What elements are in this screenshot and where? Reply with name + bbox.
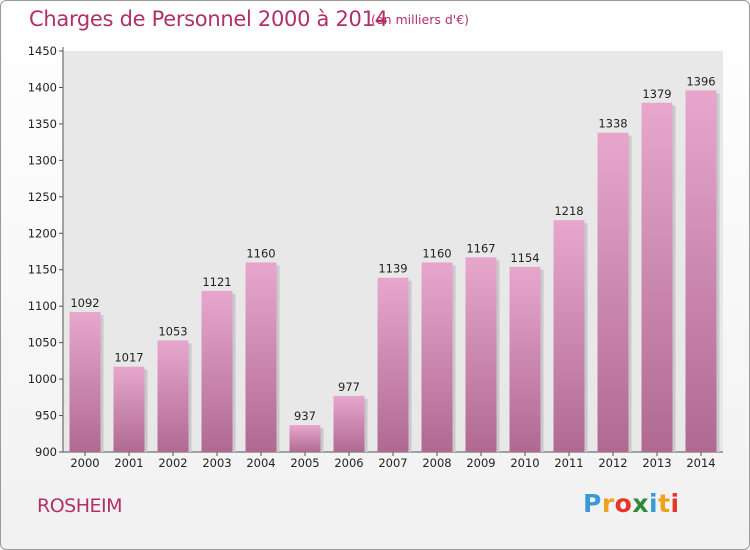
proxiti-logo: Proxiti <box>583 489 680 518</box>
x-tick-label: 2009 <box>466 456 495 470</box>
bar <box>597 132 629 452</box>
x-tick-label: 2012 <box>598 456 627 470</box>
y-tick-label: 1200 <box>28 226 57 240</box>
x-tick-label: 2001 <box>114 456 143 470</box>
logo-letter: r <box>601 489 615 518</box>
y-tick-label: 1100 <box>28 299 57 313</box>
y-tick-label: 1300 <box>28 153 57 167</box>
x-tick-label: 2008 <box>422 456 451 470</box>
x-tick-label: 2006 <box>334 456 363 470</box>
x-tick-label: 2000 <box>70 456 99 470</box>
bar <box>685 90 717 452</box>
y-tick-label: 1250 <box>28 190 57 204</box>
data-label: 1017 <box>114 351 143 365</box>
logo-letter: t <box>658 489 671 518</box>
data-label: 1167 <box>466 241 495 255</box>
bar <box>69 312 101 452</box>
y-tick-label: 1350 <box>28 117 57 131</box>
data-label: 1338 <box>598 117 627 131</box>
data-label: 1121 <box>202 275 231 289</box>
data-label: 1218 <box>554 204 583 218</box>
logo-letter: P <box>583 489 602 518</box>
y-tick-label: 1050 <box>28 336 57 350</box>
x-tick-label: 2007 <box>378 456 407 470</box>
bar <box>377 277 409 452</box>
bar <box>113 366 145 452</box>
x-tick-label: 2011 <box>554 456 583 470</box>
bar <box>641 102 673 453</box>
y-tick-label: 1400 <box>28 80 57 94</box>
data-label: 1092 <box>70 296 99 310</box>
bar <box>333 395 365 452</box>
data-label: 977 <box>338 380 360 394</box>
x-tick-label: 2014 <box>686 456 715 470</box>
data-label: 1139 <box>378 262 407 276</box>
chart-title: Charges de Personnel 2000 à 2014 <box>29 7 388 31</box>
x-tick-label: 2010 <box>510 456 539 470</box>
x-tick-label: 2002 <box>158 456 187 470</box>
y-tick-label: 1150 <box>28 263 57 277</box>
data-label: 1154 <box>510 251 539 265</box>
logo-letter: o <box>614 489 633 518</box>
data-label: 1379 <box>642 87 671 101</box>
logo-letter: i <box>670 489 680 518</box>
x-tick-label: 2005 <box>290 456 319 470</box>
x-tick-label: 2003 <box>202 456 231 470</box>
y-tick-label: 1450 <box>28 44 57 58</box>
x-tick-label: 2004 <box>246 456 275 470</box>
chart-subtitle: (en milliers d'€) <box>371 12 470 27</box>
bar <box>289 425 321 452</box>
bar <box>465 257 497 452</box>
data-label: 1396 <box>686 74 715 88</box>
y-tick-label: 1000 <box>28 372 57 386</box>
bar <box>201 290 233 452</box>
logo-letter: i <box>649 489 659 518</box>
bar <box>509 266 541 452</box>
data-label: 1160 <box>422 246 451 260</box>
x-tick-label: 2013 <box>642 456 671 470</box>
bar <box>245 262 277 452</box>
data-label: 937 <box>294 409 316 423</box>
bar <box>421 262 453 452</box>
data-label: 1053 <box>158 324 187 338</box>
bar <box>553 220 585 452</box>
y-tick-label: 950 <box>35 409 57 423</box>
y-tick-label: 900 <box>35 445 57 459</box>
commune-name: ROSHEIM <box>37 495 123 517</box>
data-label: 1160 <box>246 246 275 260</box>
logo-letter: x <box>632 489 649 518</box>
bar <box>157 340 189 452</box>
